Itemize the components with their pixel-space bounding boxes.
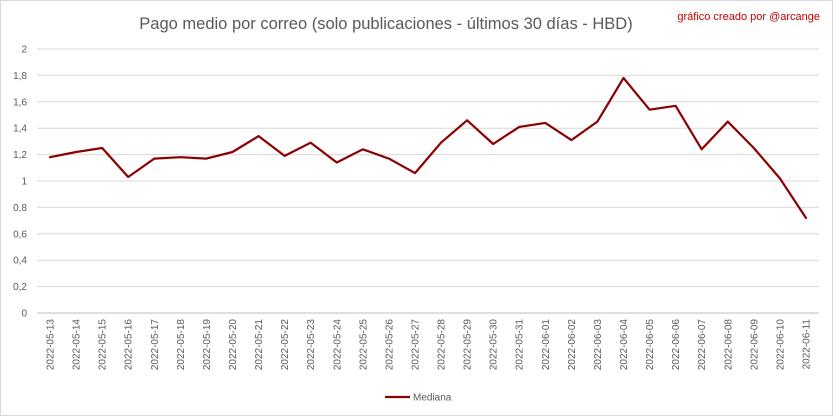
series-line-mediana (50, 78, 806, 218)
x-tick-label: 2022-06-06 (671, 319, 682, 371)
x-tick-label: 2022-06-02 (567, 319, 578, 371)
y-tick-label: 1 (21, 177, 27, 188)
x-tick-label: 2022-06-05 (645, 319, 656, 371)
x-tick-label: 2022-05-31 (515, 319, 526, 371)
y-tick-label: 0 (21, 309, 27, 320)
x-tick-label: 2022-06-10 (775, 319, 786, 371)
x-tick-label: 2022-05-13 (46, 319, 57, 371)
x-tick-label: 2022-06-07 (697, 319, 708, 371)
y-tick-label: 0,8 (13, 203, 27, 214)
x-tick-label: 2022-05-14 (72, 319, 83, 371)
x-tick-label: 2022-05-23 (306, 319, 317, 371)
x-tick-label: 2022-05-18 (176, 319, 187, 371)
x-tick-label: 2022-05-30 (489, 319, 500, 371)
x-tick-label: 2022-05-22 (280, 319, 291, 371)
x-tick-label: 2022-05-24 (332, 319, 343, 371)
y-tick-label: 1,4 (13, 124, 27, 135)
x-tick-label: 2022-05-20 (228, 319, 239, 371)
x-tick-label: 2022-05-27 (410, 319, 421, 371)
x-tick-label: 2022-06-08 (723, 319, 734, 371)
y-tick-label: 0,2 (13, 282, 27, 293)
x-tick-label: 2022-05-26 (384, 319, 395, 371)
x-tick-label: 2022-06-09 (749, 319, 760, 371)
y-tick-label: 0,4 (13, 256, 27, 267)
y-tick-label: 1,8 (13, 71, 27, 82)
y-tick-label: 1,2 (13, 150, 27, 161)
x-tick-label: 2022-05-16 (124, 319, 135, 371)
x-tick-label: 2022-05-25 (358, 319, 369, 371)
x-tick-label: 2022-05-21 (254, 319, 265, 371)
x-tick-label: 2022-05-28 (437, 319, 448, 371)
x-tick-label: 2022-06-11 (801, 319, 812, 370)
y-tick-label: 0,6 (13, 229, 27, 240)
grid-lines (37, 49, 819, 313)
y-axis-ticks: 0 0,2 0,4 0,6 0,8 1 1,2 1,4 1,6 1,8 2 (13, 45, 27, 320)
x-tick-label: 2022-06-01 (541, 319, 552, 371)
x-tick-label: 2022-05-17 (150, 319, 161, 371)
x-axis-ticks: 2022-05-13 2022-05-14 2022-05-15 2022-05-16… (46, 319, 813, 371)
series-layer (50, 78, 806, 218)
x-tick-label: 2022-06-04 (619, 319, 630, 371)
y-tick-label: 2 (21, 45, 27, 56)
x-tick-label: 2022-06-03 (593, 319, 604, 371)
legend-label: Mediana (413, 393, 452, 404)
x-tick-label: 2022-05-29 (463, 319, 474, 371)
x-tick-label: 2022-05-15 (98, 319, 109, 371)
legend: Mediana (385, 393, 452, 404)
y-tick-label: 1,6 (13, 97, 27, 108)
x-tick-label: 2022-05-19 (202, 319, 213, 371)
